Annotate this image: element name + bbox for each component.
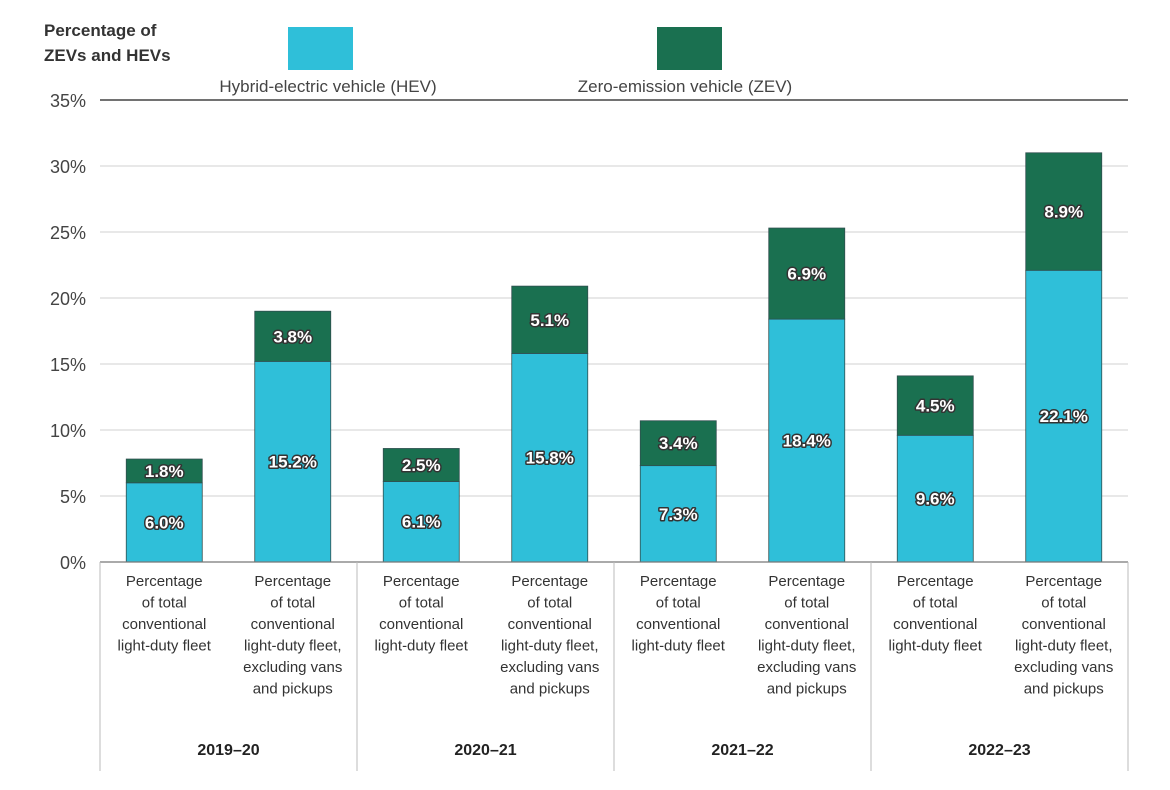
group-label-year: 2019–20 [197,742,259,759]
y-tick-label: 30% [50,157,86,177]
category-label-line: Percentage [768,573,845,590]
y-tick-label: 15% [50,355,86,375]
group-label-year: 2021–22 [711,742,773,759]
y-tick-label: 10% [50,421,86,441]
data-label-zev: 2.5% [402,456,441,475]
category-label-line: excluding vans [1014,659,1113,676]
category-label-line: Percentage [640,573,717,590]
category-label-line: conventional [251,616,335,633]
bars [125,152,1103,563]
legend-swatch-zev [657,27,722,70]
data-label-zev: 3.4% [659,434,698,453]
category-label-line: conventional [379,616,463,633]
y-tick-label: 25% [50,223,86,243]
category-label-line: conventional [636,616,720,633]
category-label-line: excluding vans [757,659,856,676]
data-label-hev: 22.1% [1040,407,1088,426]
x-axis: Percentage of total conventional light-duty… [99,561,1129,771]
bar-zev [639,420,717,467]
bar-hev [768,318,846,563]
data-label-zev: 4.5% [916,397,955,416]
bar-zev [382,448,460,482]
category-label-line: Percentage [897,573,974,590]
data-label-hev: 7.3% [659,505,698,524]
data-label-zev: 3.8% [273,327,312,346]
bar-hev [382,481,460,563]
category-label-line: Percentage [126,573,203,590]
data-label-zev: 8.9% [1044,203,1083,222]
category-label-line: and pickups [510,681,590,698]
category-label-line: light-duty fleet [118,638,212,655]
data-label-hev: 15.8% [526,449,574,468]
legend-label-hev: Hybrid-electric vehicle (HEV) [219,77,436,96]
data-label-hev: 6.1% [402,513,441,532]
bar-zev [896,375,974,436]
y-tick-label: 5% [60,487,86,507]
category-label-line: excluding vans [243,659,342,676]
legend-swatch-hev [288,27,353,70]
category-label-line: light-duty fleet [889,638,983,655]
category-label-line: of total [1041,595,1086,612]
legend-label-zev: Zero-emission vehicle (ZEV) [578,77,792,96]
category-label-line: of total [399,595,444,612]
y-axis-title-line-1: Percentage of [44,21,157,40]
category-label-line: conventional [1022,616,1106,633]
bar-zev [254,310,332,362]
data-label-zev: 1.8% [145,462,184,481]
category-label-line: Percentage [383,573,460,590]
category-label-line: and pickups [1024,681,1104,698]
bar-hev [896,434,974,563]
gridlines [100,99,1128,497]
category-label-line: Percentage [1025,573,1102,590]
category-label-line: excluding vans [500,659,599,676]
data-label-hev: 15.2% [269,453,317,472]
data-label-hev: 9.6% [916,490,955,509]
category-label-line: conventional [765,616,849,633]
category-label-line: and pickups [253,681,333,698]
y-tick-label: 20% [50,289,86,309]
bar-hev [254,360,332,563]
data-label-zev: 5.1% [530,311,569,330]
y-axis-ticks: 0% 5% 10% 15% 20% 25% 30% 35% [50,91,86,573]
bar-hev [511,353,589,563]
data-labels: 6.0% 1.8% 15.2% 3.8% 6.1% 2.5% 15.8% 5.1% 7.3% 3.… [143,201,1089,534]
bar-zev [511,285,589,354]
y-tick-label: 35% [50,91,86,111]
group-label-year: 2020–21 [454,742,516,759]
category-label-line: of total [527,595,572,612]
bar-zev [125,458,203,484]
category-label-line: of total [270,595,315,612]
category-label-line: conventional [122,616,206,633]
y-axis-title-line-2: ZEVs and HEVs [44,46,171,65]
category-label-line: light-duty fleet [375,638,469,655]
category-label-line: of total [784,595,829,612]
category-label-line: Percentage [254,573,331,590]
category-label-line: light-duty fleet, [244,638,342,655]
bar-zev [768,227,846,320]
category-label-line: Percentage [511,573,588,590]
category-label-line: conventional [893,616,977,633]
data-label-hev: 18.4% [783,432,831,451]
bar-hev [639,465,717,563]
group-label-year: 2022–23 [968,742,1030,759]
bar-zev [1025,152,1103,271]
category-label-line: and pickups [767,681,847,698]
category-label-line: light-duty fleet, [758,638,856,655]
category-label-line: light-duty fleet [632,638,726,655]
y-tick-label: 0% [60,553,86,573]
legend: Hybrid-electric vehicle (HEV) Zero-emissi… [219,27,792,96]
category-label-line: conventional [508,616,592,633]
category-label-line: of total [913,595,958,612]
category-label-line: light-duty fleet, [501,638,599,655]
category-label-line: of total [142,595,187,612]
category-label-line: of total [656,595,701,612]
data-label-zev: 6.9% [787,265,826,284]
category-label-line: light-duty fleet, [1015,638,1113,655]
data-label-hev: 6.0% [145,513,184,532]
